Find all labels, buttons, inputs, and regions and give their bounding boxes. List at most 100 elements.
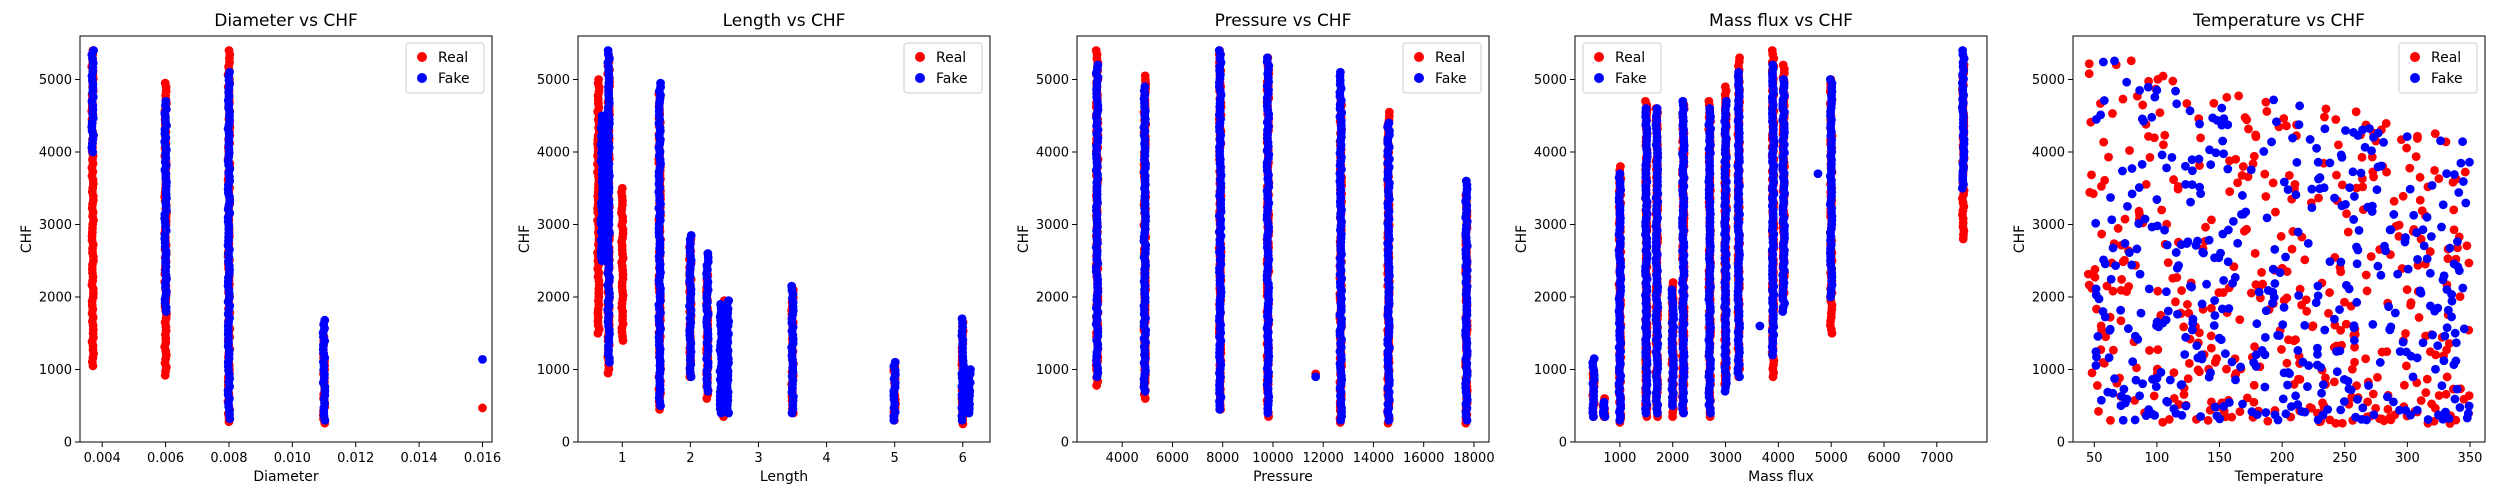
- data-point-fake: [2364, 381, 2373, 390]
- data-point-fake: [2187, 325, 2197, 335]
- data-point-real: [2153, 74, 2163, 84]
- data-point-real: [2329, 377, 2339, 387]
- chart-title: Pressure vs CHF: [1215, 11, 1352, 31]
- data-point-fake: [2419, 241, 2429, 251]
- points-layer: [87, 46, 487, 428]
- data-point-real: [2225, 156, 2234, 166]
- data-point-real: [2210, 357, 2220, 367]
- data-point-fake: [2218, 229, 2228, 239]
- data-point-real: [2340, 297, 2349, 307]
- data-point-fake: [2313, 157, 2323, 167]
- data-point-real: [2402, 285, 2412, 295]
- data-point-fake: [2367, 146, 2376, 156]
- data-point-fake: [2405, 184, 2415, 194]
- y-tick-label: 4000: [537, 146, 570, 161]
- data-point-fake: [2422, 212, 2432, 222]
- data-point-fake: [2091, 361, 2101, 370]
- data-point-fake: [2219, 149, 2229, 159]
- data-point-real: [2164, 414, 2174, 424]
- data-point-fake: [2177, 380, 2187, 389]
- data-point-real: [2243, 172, 2253, 182]
- x-tick-label: 6000: [1156, 451, 1189, 466]
- x-tick-label: 4: [822, 451, 830, 466]
- data-point-fake: [2270, 245, 2280, 254]
- data-point-real: [2398, 191, 2408, 201]
- data-point-real: [2342, 209, 2351, 219]
- data-point-fake: [2413, 255, 2422, 264]
- data-point-fake: [787, 281, 797, 291]
- data-point-real: [2434, 391, 2444, 400]
- data-point-fake: [1093, 60, 1103, 70]
- series-real: [87, 46, 487, 428]
- data-point-fake: [1825, 75, 1835, 84]
- data-point-fake: [2330, 314, 2339, 324]
- data-point-fake: [2451, 356, 2461, 366]
- data-point-fake: [2165, 375, 2175, 385]
- data-point-fake: [478, 354, 487, 364]
- data-point-fake: [2092, 352, 2101, 362]
- x-tick-label: 0.006: [147, 451, 184, 466]
- data-point-real: [2331, 418, 2341, 428]
- data-point-fake: [2318, 380, 2328, 390]
- data-point-real: [2402, 143, 2412, 153]
- data-point-real: [2289, 379, 2299, 389]
- data-point-fake: [2119, 384, 2129, 394]
- data-point-fake: [2216, 335, 2226, 345]
- data-point-real: [2405, 163, 2415, 173]
- data-point-real: [2336, 325, 2346, 335]
- data-point-fake: [2152, 85, 2162, 95]
- data-point-fake: [2443, 305, 2453, 315]
- data-point-fake: [2336, 257, 2346, 267]
- data-point-real: [2182, 99, 2192, 108]
- data-point-real: [1720, 82, 1730, 92]
- x-tick-label: 3: [754, 451, 762, 466]
- plot-frame: [577, 35, 991, 443]
- data-point-fake: [2197, 299, 2207, 309]
- y-axis-label: CHF: [1514, 225, 1530, 253]
- data-point-fake: [2408, 372, 2418, 382]
- x-tick-label: 0.008: [210, 451, 247, 466]
- data-point-fake: [2275, 268, 2285, 278]
- data-point-real: [2394, 220, 2404, 230]
- data-point-fake: [2223, 164, 2233, 174]
- y-tick-label: 1000: [39, 363, 72, 378]
- data-point-real: [2427, 399, 2437, 409]
- data-point-fake: [2412, 353, 2422, 363]
- data-point-real: [2414, 313, 2424, 322]
- x-axis: 0.004 0.006 0.008 0.010 0.012 0.014 0.016: [84, 442, 501, 466]
- data-point-fake: [225, 67, 234, 77]
- y-tick-label: 1000: [537, 363, 570, 378]
- y-axis-label: CHF: [517, 225, 533, 253]
- data-point-fake: [2376, 270, 2386, 280]
- data-point-real: [160, 78, 170, 88]
- data-point-real: [2120, 255, 2129, 265]
- data-point-real: [2083, 269, 2093, 279]
- series-real: [2083, 56, 2474, 428]
- data-point-real: [2120, 214, 2130, 224]
- data-point-real: [2415, 195, 2425, 205]
- series-fake: [87, 46, 487, 425]
- data-point-real: [2125, 146, 2134, 155]
- x-tick-label: 7000: [1920, 451, 1953, 466]
- data-point-fake: [2415, 287, 2425, 297]
- data-point-real: [2218, 288, 2228, 297]
- data-point-fake: [2204, 235, 2214, 245]
- data-point-real: [2434, 174, 2444, 183]
- data-point-real: [2282, 121, 2291, 131]
- data-point-fake: [2249, 358, 2259, 367]
- data-point-real: [2302, 306, 2312, 316]
- y-tick-label: 2000: [39, 291, 72, 306]
- data-point-fake: [2313, 415, 2323, 425]
- data-point-real: [2206, 303, 2216, 313]
- legend-label: Real: [1615, 50, 1645, 66]
- data-point-fake: [2169, 404, 2179, 414]
- data-point-fake: [2403, 264, 2413, 274]
- data-point-fake: [2360, 142, 2370, 152]
- data-point-real: [2182, 300, 2192, 309]
- data-point-fake: [2300, 320, 2310, 330]
- data-point-fake: [2314, 174, 2323, 184]
- data-point-fake: [2352, 297, 2362, 307]
- data-point-fake: [1335, 67, 1345, 77]
- data-point-fake: [2197, 350, 2206, 360]
